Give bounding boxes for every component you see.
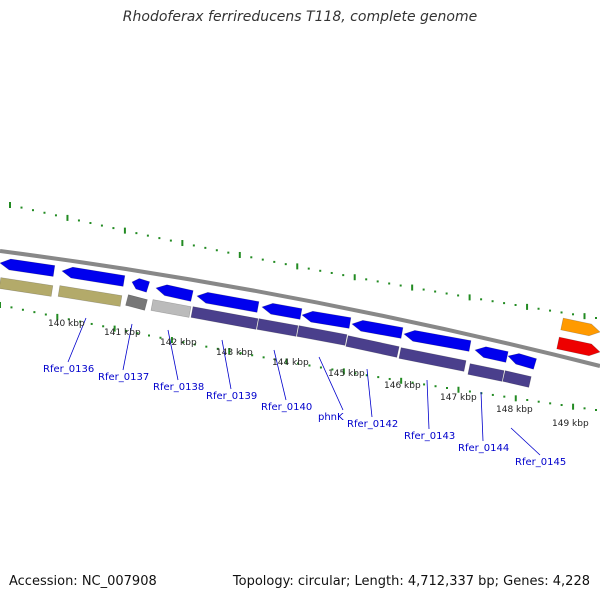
- gene-label: Rfer_0139: [206, 391, 257, 402]
- accession-text: Accession: NC_007908: [9, 574, 157, 589]
- reverse-gene-block: [296, 325, 348, 346]
- kbp-tick-labels: 140 kbp 141 kbp 142 kbp 143 kbp 144 kbp 145 k…: [48, 319, 589, 429]
- forward-gene-arrow: [351, 320, 404, 339]
- reverse-gene-block: [125, 294, 148, 311]
- gene-label: Rfer_0142: [347, 419, 398, 430]
- genome-summary: Topology: circular; Length: 4,712,337 bp…: [232, 574, 590, 589]
- kbp-tick-label: 146 kbp: [384, 381, 421, 391]
- reverse-gene-block: [345, 335, 400, 358]
- forward-gene-arrow: [474, 346, 509, 363]
- upper-ruler-ticks: [9, 202, 597, 320]
- orange-gene-arrow: [560, 317, 600, 337]
- forward-gene-arrow: [403, 330, 472, 352]
- reverse-gene-block: [150, 299, 192, 318]
- map-title: Rhodoferax ferrireducens T118, complete …: [122, 9, 478, 25]
- kbp-tick-label: 140 kbp: [48, 319, 85, 329]
- label-leader-line: [318, 356, 344, 411]
- reverse-gene-block: [398, 347, 467, 372]
- label-leader-line: [122, 323, 133, 371]
- reverse-gene-block: [0, 277, 54, 297]
- gene-label: Rfer_0136: [43, 364, 94, 375]
- forward-gene-arrow: [301, 310, 352, 329]
- gene-label: Rfer_0138: [153, 382, 204, 393]
- label-leader-lines: [67, 317, 541, 456]
- gene-label: Rfer_0145: [515, 457, 566, 468]
- kbp-tick-label: 144 kbp: [272, 358, 309, 368]
- reverse-gene-block: [57, 285, 123, 307]
- label-leader-line: [67, 317, 87, 363]
- kbp-tick-label: 147 kbp: [440, 393, 477, 403]
- gene-label: Rfer_0137: [98, 372, 149, 383]
- forward-gene-arrow: [507, 353, 537, 370]
- forward-gene-arrow: [61, 266, 126, 287]
- label-leader-line: [167, 329, 179, 381]
- genome-backbone: [0, 249, 600, 368]
- forward-gene-arrow: [261, 303, 303, 320]
- kbp-tick-label: 142 kbp: [160, 338, 197, 348]
- forward-gene-arrow: [196, 292, 260, 313]
- reverse-gene-block: [502, 370, 532, 388]
- label-leader-line: [426, 379, 430, 430]
- kbp-tick-label: 141 kbp: [104, 328, 141, 338]
- red-gene-arrow: [556, 336, 600, 357]
- reverse-gene-block: [256, 318, 299, 337]
- gene-features: [0, 258, 600, 388]
- gene-label: Rfer_0140: [261, 402, 312, 413]
- forward-gene-arrow: [131, 278, 151, 293]
- reverse-gene-block: [190, 306, 259, 330]
- label-leader-line: [273, 349, 287, 401]
- gene-label: Rfer_0144: [458, 443, 509, 454]
- label-leader-line: [221, 339, 232, 390]
- label-leader-line: [510, 427, 541, 456]
- forward-gene-arrow: [155, 284, 194, 302]
- kbp-tick-label: 145 kbp: [328, 369, 365, 379]
- label-leader-line: [480, 391, 484, 442]
- kbp-tick-label: 148 kbp: [496, 405, 533, 415]
- gene-label: phnK: [318, 412, 344, 423]
- reverse-gene-block: [467, 363, 505, 382]
- gene-label: Rfer_0143: [404, 431, 455, 442]
- label-leader-line: [366, 368, 373, 418]
- kbp-tick-label: 143 kbp: [216, 348, 253, 358]
- kbp-tick-label: 149 kbp: [552, 419, 589, 429]
- forward-gene-arrow: [0, 258, 56, 277]
